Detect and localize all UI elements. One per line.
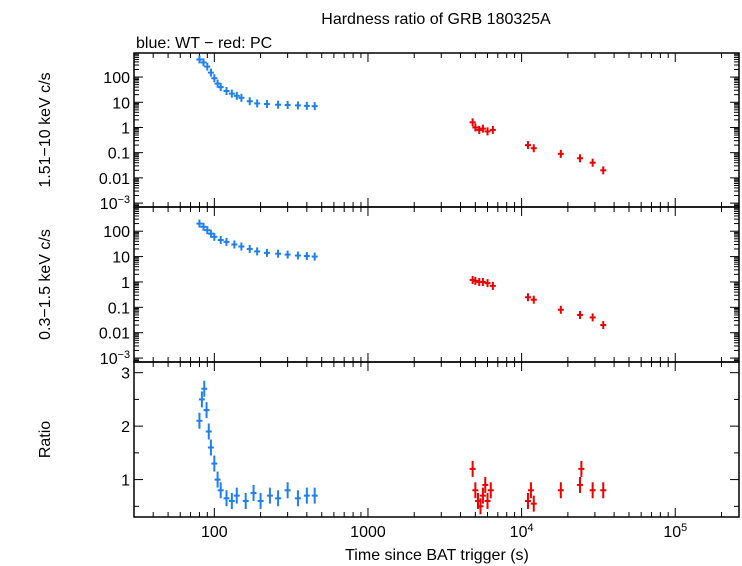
chart-panels: 100 10 1 0.1 0.01 10−3 1.51−10 keV c/s 100 10 1 0.… xyxy=(37,52,740,541)
chart-subtitle: blue: WT − red: PC xyxy=(136,35,272,52)
y-tick-label: 10 xyxy=(112,250,130,267)
panel-hard: 100 10 1 0.1 0.01 10−3 1.51−10 keV c/s xyxy=(37,52,740,213)
y-tick-label: 1 xyxy=(121,473,130,490)
panel-frame xyxy=(133,52,740,208)
series-pc xyxy=(469,460,607,515)
y-tick-label: 3 xyxy=(121,366,130,383)
y-axis-label: Ratio xyxy=(37,421,54,458)
series-wt xyxy=(196,55,318,111)
y-tick-label: 100 xyxy=(103,224,130,241)
x-axis-label: Time since BAT trigger (s) xyxy=(345,547,529,564)
y-tick-label: 10−3 xyxy=(100,349,130,368)
panel-frame xyxy=(133,206,740,363)
x-tick-label: 1000 xyxy=(350,524,386,541)
y-tick-label: 100 xyxy=(103,70,130,87)
chart-title: Hardness ratio of GRB 180325A xyxy=(321,11,551,28)
x-tick-label: 104 xyxy=(510,522,534,541)
series-wt xyxy=(196,219,318,261)
y-tick-label: 10−3 xyxy=(100,194,130,213)
y-axis-label: 1.51−10 keV c/s xyxy=(37,72,54,187)
y-tick-label: 0.1 xyxy=(108,300,130,317)
panel-ratio: 1 2 3 Ratio 100 1000 104 105 xyxy=(37,361,740,541)
panel-frame xyxy=(133,361,740,518)
series-pc xyxy=(469,118,607,175)
series-wt xyxy=(196,380,318,509)
panel-soft: 100 10 1 0.1 0.01 10−3 0.3−1.5 keV c/s xyxy=(37,206,740,368)
y-tick-label: 0.1 xyxy=(108,146,130,163)
y-axis-label: 0.3−1.5 keV c/s xyxy=(37,229,54,340)
series-pc xyxy=(469,275,607,330)
y-tick-label: 1 xyxy=(121,275,130,292)
y-tick-label: 0.01 xyxy=(99,326,130,343)
y-tick-label: 10 xyxy=(112,95,130,112)
x-tick-label: 100 xyxy=(201,524,228,541)
y-tick-label: 1 xyxy=(121,120,130,137)
x-tick-label: 105 xyxy=(663,522,687,541)
y-tick-label: 0.01 xyxy=(99,171,130,188)
y-tick-label: 2 xyxy=(121,419,130,436)
